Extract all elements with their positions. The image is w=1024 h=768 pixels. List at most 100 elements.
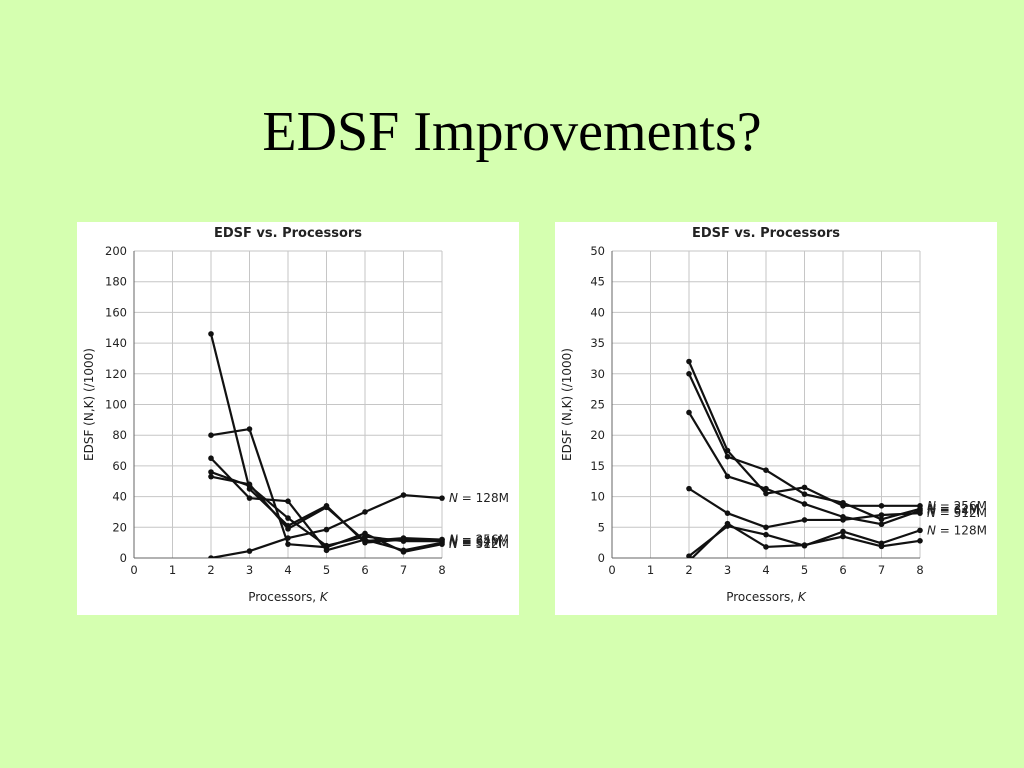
data-point xyxy=(323,504,330,511)
x-tick-label: 3 xyxy=(246,563,253,577)
y-tick-label: 40 xyxy=(112,490,127,504)
data-point xyxy=(439,495,445,501)
x-tick-label: 4 xyxy=(762,563,769,577)
y-tick-label: 0 xyxy=(598,551,605,565)
data-point xyxy=(686,358,692,365)
data-point xyxy=(801,484,808,491)
series-group xyxy=(686,358,923,558)
x-tick-label: 0 xyxy=(130,563,137,577)
series-label: N = 64M xyxy=(927,504,979,518)
chart-right-panel: EDSF vs. Processors 0 1 2 3 4 5 6 7 8 0 5 10 15 20 25 30… xyxy=(555,222,997,615)
y-tick-label: 140 xyxy=(105,336,127,350)
data-point xyxy=(246,495,253,501)
y-tick-label: 80 xyxy=(112,428,127,442)
y-tick-label: 20 xyxy=(112,520,127,534)
data-point xyxy=(763,531,769,538)
data-point xyxy=(917,527,923,534)
series-label: N = 256M xyxy=(927,499,987,513)
data-point xyxy=(878,516,885,523)
data-point xyxy=(840,533,846,540)
y-tick-label: 30 xyxy=(590,367,605,381)
chart-left-panel: EDSF vs. Processors 0 1 2 3 4 5 6 7 8 0 20 40 60 80 100… xyxy=(77,222,519,615)
y-tick-label: 100 xyxy=(105,398,127,412)
x-axis-label: Processors, K xyxy=(248,590,329,604)
data-point xyxy=(917,510,923,516)
data-point xyxy=(763,467,769,473)
y-tick-label: 60 xyxy=(112,459,127,473)
data-point xyxy=(686,409,692,416)
x-tick-label: 1 xyxy=(169,563,176,577)
y-tick-label: 40 xyxy=(590,305,605,319)
series-label: N = 64M xyxy=(449,534,501,548)
data-point xyxy=(763,524,769,531)
x-tick-label: 0 xyxy=(608,563,615,577)
data-point xyxy=(878,521,885,528)
y-tick-label: 5 xyxy=(598,520,605,534)
x-tick-label: 8 xyxy=(438,563,445,577)
x-tick-label: 7 xyxy=(878,563,885,577)
series-label: N = 128M xyxy=(449,491,509,505)
data-point xyxy=(362,533,368,540)
data-point xyxy=(686,371,692,377)
data-point xyxy=(208,432,214,438)
data-point xyxy=(208,555,214,558)
data-point xyxy=(763,485,769,492)
x-tick-label: 8 xyxy=(916,563,923,577)
data-point xyxy=(763,490,769,497)
data-point xyxy=(323,547,330,554)
data-point xyxy=(208,469,214,475)
x-tick-label: 3 xyxy=(724,563,731,577)
x-tick-label: 7 xyxy=(400,563,407,577)
y-tick-label: 35 xyxy=(590,336,605,350)
data-point xyxy=(400,547,407,554)
y-tick-label: 120 xyxy=(105,367,127,381)
y-tick-label: 25 xyxy=(590,398,605,412)
series-label: N = 256M xyxy=(449,533,509,547)
x-tick-label: 4 xyxy=(284,563,291,577)
data-point xyxy=(323,526,330,533)
data-point xyxy=(439,536,445,543)
x-tick-label: 6 xyxy=(839,563,846,577)
chart-title: EDSF vs. Processors xyxy=(214,226,362,241)
data-point xyxy=(917,538,923,544)
chart-title: EDSF vs. Processors xyxy=(692,226,840,241)
data-point xyxy=(246,426,253,432)
data-point xyxy=(878,503,885,509)
y-tick-label: 15 xyxy=(590,459,605,473)
series-label: N = 512M xyxy=(449,537,509,551)
data-point xyxy=(840,499,846,506)
data-point xyxy=(208,331,214,337)
y-axis-label: EDSF (N,K) (/1000) xyxy=(82,348,96,461)
y-tick-label: 160 xyxy=(105,305,127,319)
y-tick-label: 0 xyxy=(120,551,127,565)
data-point xyxy=(362,509,368,515)
data-point xyxy=(878,543,885,550)
data-point xyxy=(285,541,291,547)
data-point xyxy=(801,491,808,497)
y-tick-label: 200 xyxy=(105,244,127,258)
data-point xyxy=(801,517,808,523)
data-point xyxy=(686,553,692,558)
x-tick-label: 1 xyxy=(647,563,654,577)
data-point xyxy=(285,526,291,532)
data-point xyxy=(801,501,808,507)
x-tick-label: 6 xyxy=(361,563,368,577)
y-tick-label: 10 xyxy=(590,490,605,504)
data-point xyxy=(323,542,330,549)
series-label: N = 32M xyxy=(927,502,979,516)
y-tick-label: 180 xyxy=(105,275,127,289)
data-point xyxy=(208,455,214,462)
data-point xyxy=(801,542,808,548)
series-label: N = 32M xyxy=(449,536,501,550)
x-axis-label: Processors, K xyxy=(726,590,807,604)
x-tick-label: 2 xyxy=(207,563,214,577)
data-point xyxy=(840,517,846,523)
data-point xyxy=(724,473,731,480)
x-tick-label: 5 xyxy=(801,563,808,577)
data-point xyxy=(246,548,253,554)
data-point xyxy=(840,528,846,535)
x-tick-label: 2 xyxy=(685,563,692,577)
data-point xyxy=(285,515,291,521)
